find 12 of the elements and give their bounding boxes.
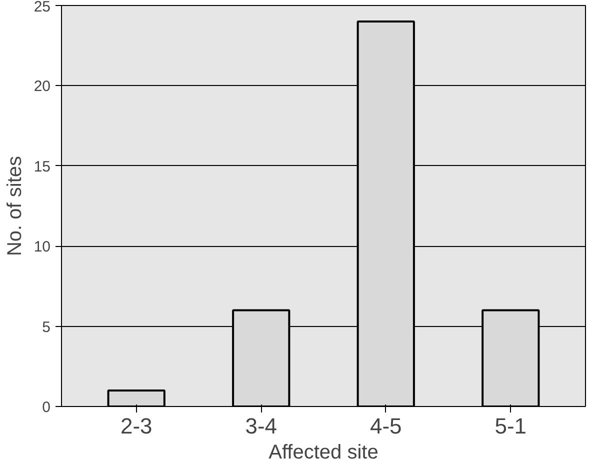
y-tick-label: 25 [34,0,51,16]
x-tick-label: 4-5 [370,414,402,438]
y-tick-label: 20 [34,78,51,96]
x-tick-label: 5-1 [494,414,527,438]
y-tick-label: 5 [42,318,50,336]
x-tick-label: 3-4 [245,414,278,438]
y-tick-label: 15 [34,158,51,176]
y-tick-label: 10 [34,238,51,256]
y-axis-title: No. of sites [4,156,26,256]
x-axis-title: Affected site [268,442,378,464]
y-tick-label: 0 [42,399,50,416]
x-tick-label: 2-3 [120,414,152,438]
